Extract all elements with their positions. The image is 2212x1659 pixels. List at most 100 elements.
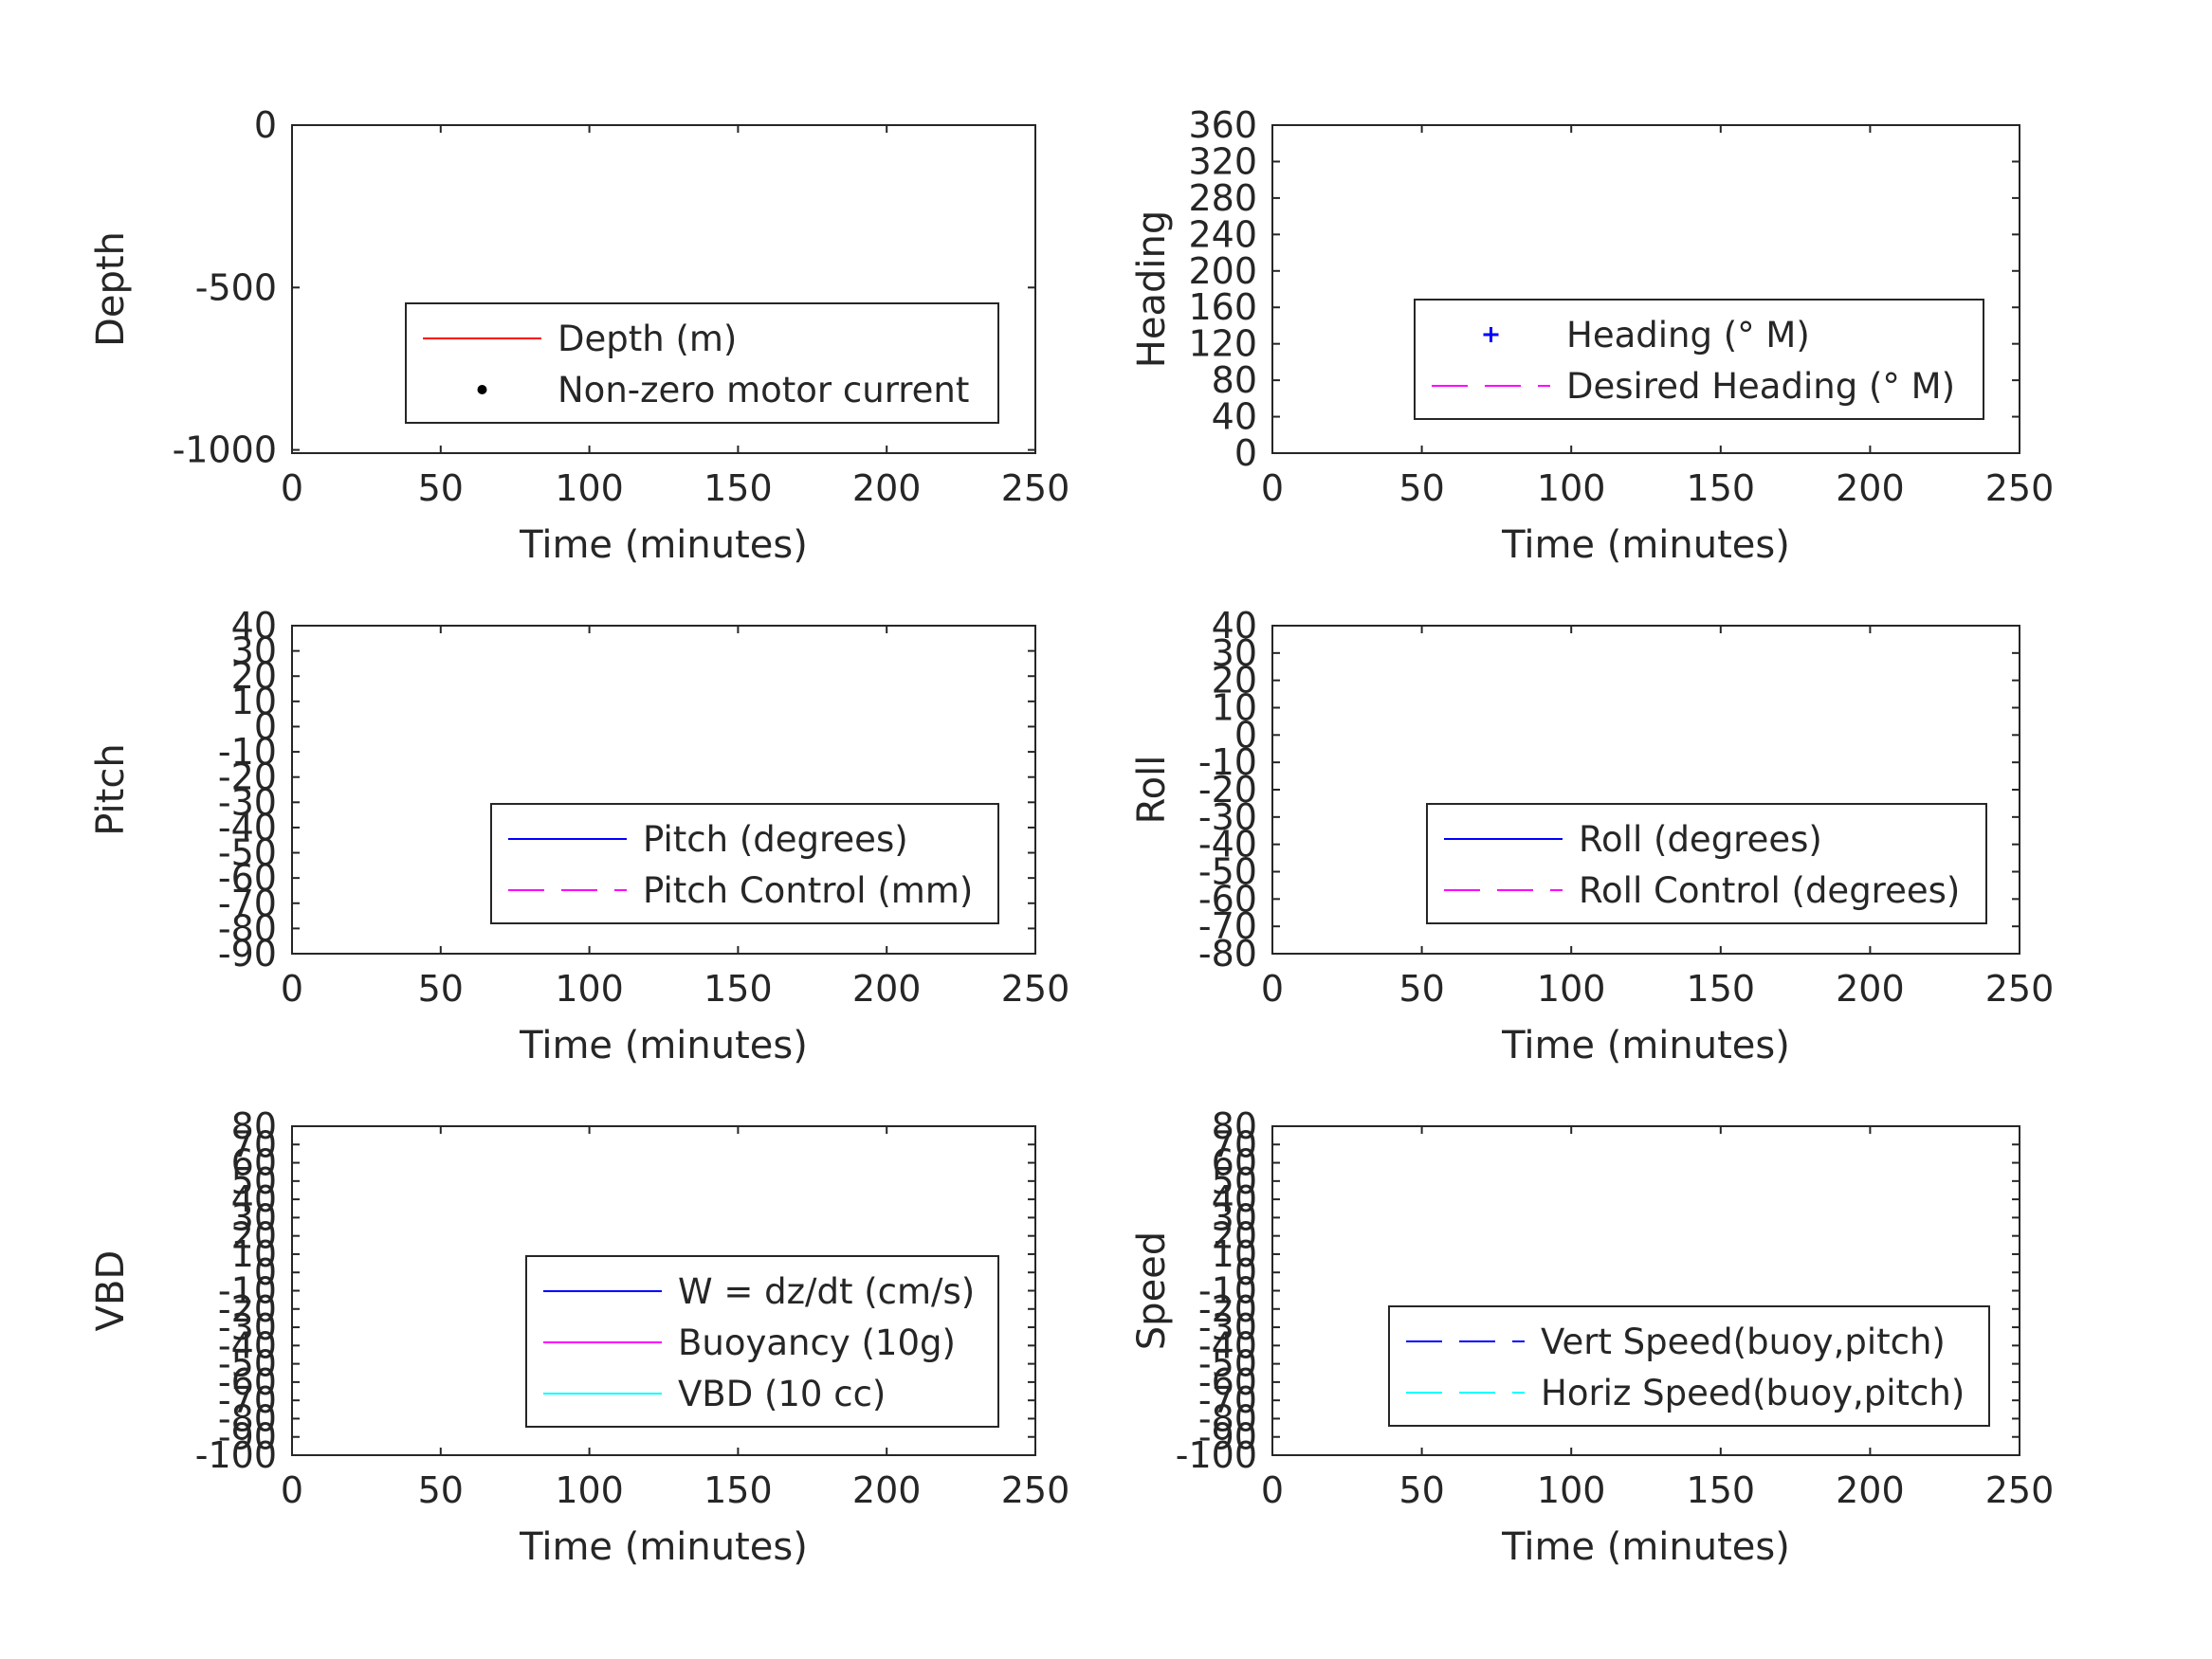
x-tick-label: 150: [1687, 467, 1756, 509]
x-tick-label: 150: [704, 1469, 773, 1511]
x-tick-label: 50: [418, 968, 464, 1010]
y-tick-label: 0: [1234, 432, 1257, 474]
y-tick-label: -30: [218, 781, 277, 823]
x-axis-label: Time (minutes): [519, 523, 808, 567]
legend-label: Pitch (degrees): [643, 819, 908, 860]
x-tick-label: 200: [1836, 1469, 1905, 1511]
legend-label: Desired Heading (° M): [1566, 366, 1955, 407]
y-tick-label: -500: [195, 266, 277, 308]
y-tick-label: 80: [1212, 1105, 1257, 1147]
y-tick-label: -20: [218, 1288, 277, 1330]
y-tick-label: 80: [1212, 359, 1257, 401]
y-tick-label: 40: [1212, 396, 1257, 438]
x-tick-label: 150: [1687, 968, 1756, 1010]
y-tick-label: -100: [1176, 1434, 1257, 1476]
y-tick-label: -100: [195, 1434, 277, 1476]
y-tick-label: 0: [254, 1251, 277, 1293]
y-tick-label: -30: [218, 1306, 277, 1348]
y-tick-label: 50: [1212, 1160, 1257, 1202]
y-tick-label: 40: [231, 1178, 277, 1220]
legend-label: Roll Control (degrees): [1579, 870, 1960, 911]
y-tick-label: 30: [1212, 632, 1257, 674]
y-tick-label: 0: [1234, 714, 1257, 756]
legend: Heading (° M) Desired Heading (° M): [1414, 299, 1984, 420]
y-tick-label: -80: [1198, 1397, 1257, 1439]
y-tick-label: 50: [231, 1160, 277, 1202]
legend-label: Vert Speed(buoy,pitch): [1541, 1322, 1946, 1362]
x-tick-label: 100: [555, 1469, 624, 1511]
x-tick-label: 100: [555, 968, 624, 1010]
x-tick-label: 50: [1398, 467, 1444, 509]
y-tick-label: -20: [218, 757, 277, 798]
x-tick-label: 0: [1261, 467, 1284, 509]
y-axis-label: Roll: [1130, 756, 1174, 825]
y-tick-label: -40: [1198, 824, 1257, 866]
y-tick-label: -60: [218, 1361, 277, 1403]
legend-label: Horiz Speed(buoy,pitch): [1541, 1373, 1965, 1413]
legend: Depth (m) Non-zero motor current: [405, 302, 999, 424]
y-tick-label: 240: [1188, 213, 1257, 255]
subplot-vbd: 0 50 100 150 200 250-100-90-80-70-60-50-40-30…: [89, 1105, 1069, 1569]
legend-label: VBD (10 cc): [678, 1374, 886, 1414]
y-tick-label: -40: [218, 1324, 277, 1366]
x-tick-label: 0: [1261, 1469, 1284, 1511]
y-tick-label: -40: [218, 807, 277, 848]
y-tick-label: 20: [1212, 1215, 1257, 1257]
y-tick-label: 0: [254, 104, 277, 146]
legend-label: Non-zero motor current: [558, 370, 969, 410]
y-tick-label: 160: [1188, 286, 1257, 328]
y-tick-label: -50: [1198, 1343, 1257, 1385]
y-tick-label: 60: [231, 1142, 277, 1184]
x-tick-label: 200: [852, 467, 922, 509]
x-axis-label: Time (minutes): [519, 1024, 808, 1067]
x-axis-label: Time (minutes): [1501, 1525, 1790, 1569]
x-tick-label: 250: [1985, 1469, 2055, 1511]
y-tick-label: -40: [1198, 1324, 1257, 1366]
y-axis-label: Pitch: [89, 743, 133, 835]
x-tick-label: 250: [1985, 968, 2055, 1010]
y-tick-label: 10: [231, 1233, 277, 1275]
legend-label: Buoyancy (10g): [678, 1322, 956, 1363]
y-axis-label: Heading: [1130, 210, 1174, 368]
legend-label: Pitch Control (mm): [643, 870, 973, 911]
legend-box: [1414, 299, 1984, 420]
y-tick-label: -20: [1198, 1288, 1257, 1330]
y-tick-label: -60: [1198, 1361, 1257, 1403]
x-tick-label: 100: [555, 467, 624, 509]
subplot-roll: 0 50 100 150 200 250-80-70-60-50-40-30-20-100…: [1130, 605, 2054, 1067]
x-tick-label: 200: [852, 1469, 922, 1511]
x-tick-label: 200: [852, 968, 922, 1010]
x-tick-label: 100: [1537, 968, 1606, 1010]
y-tick-label: 40: [231, 605, 277, 647]
subplot-heading: 0 50 100 150 200 2500408012016020024028032036…: [1130, 104, 2054, 567]
x-tick-label: 250: [1985, 467, 2055, 509]
y-tick-label: -10: [218, 731, 277, 773]
y-tick-label: -10: [1198, 741, 1257, 783]
y-tick-label: -10: [218, 1270, 277, 1312]
y-tick-label: -10: [1198, 1270, 1257, 1312]
y-tick-label: -50: [1198, 851, 1257, 893]
x-axis-label: Time (minutes): [1501, 1024, 1790, 1067]
y-tick-label: 30: [1212, 1196, 1257, 1238]
x-tick-label: 200: [1836, 467, 1905, 509]
y-tick-label: 70: [231, 1123, 277, 1165]
x-tick-label: 50: [418, 467, 464, 509]
y-tick-label: 40: [1212, 1178, 1257, 1220]
y-axis-label: Speed: [1130, 1231, 1174, 1350]
y-tick-label: -30: [1198, 796, 1257, 838]
y-tick-label: -1000: [173, 429, 277, 471]
y-tick-label: -70: [218, 883, 277, 924]
subplot-depth: 0 50 100 150 200 250 -1000 -500 0 Time (minutes) D…: [89, 104, 1069, 567]
y-tick-label: -70: [1198, 1379, 1257, 1421]
legend-label: Heading (° M): [1566, 315, 1810, 356]
x-tick-label: 50: [1398, 968, 1444, 1010]
y-tick-label: 0: [254, 705, 277, 747]
y-tick-label: -90: [1198, 1416, 1257, 1458]
y-tick-label: -80: [1198, 933, 1257, 975]
y-tick-label: 200: [1188, 250, 1257, 292]
y-tick-label: -90: [218, 933, 277, 975]
y-tick-label: -50: [218, 1343, 277, 1385]
subplot-speed: 0 50 100 150 200 250-100-90-80-70-60-50-40-30…: [1130, 1105, 2054, 1569]
x-axis-label: Time (minutes): [519, 1525, 808, 1569]
